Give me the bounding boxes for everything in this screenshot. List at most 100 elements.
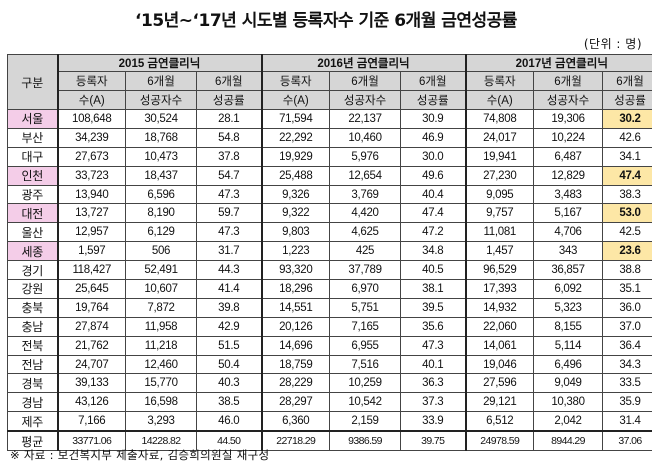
cell-rate-2015: 44.50 xyxy=(195,430,263,452)
cell-successes-2015: 30,524 xyxy=(125,109,197,129)
col-rate-2015: 6개월 xyxy=(195,71,263,91)
cell-successes-2016: 5,751 xyxy=(329,297,402,318)
cell-registrants-2015: 33,723 xyxy=(56,165,126,186)
year-header-2017: 2017년 금연클리닉 xyxy=(464,54,652,72)
cell-successes-2015: 7,872 xyxy=(125,297,197,318)
cell-registrants-2017: 9,095 xyxy=(464,184,535,205)
cell-successes-2015: 11,218 xyxy=(125,335,197,356)
col-registrants-2016: 등록자 xyxy=(260,71,331,91)
cell-successes-2017: 9,049 xyxy=(533,373,604,394)
cell-successes-2015: 8,190 xyxy=(125,203,197,224)
cell-successes-2015: 6,596 xyxy=(125,184,197,205)
cell-rate-2016: 33.9 xyxy=(400,411,467,432)
cell-registrants-2016: 9,803 xyxy=(260,222,331,243)
col-successes-2015-sub: 성공자수 xyxy=(125,90,197,110)
cell-rate-2017: 23.6 xyxy=(602,241,652,262)
col-registrants-2017-sub: 수(A) xyxy=(464,90,535,110)
table-row: 평균 33771.06 14228.82 44.50 22718.29 9386.59 39… xyxy=(7,430,652,452)
table-row: 부산 34,239 18,768 54.8 22,292 10,460 46.9 24,017… xyxy=(7,127,652,148)
region-cell: 경남 xyxy=(7,392,58,413)
cell-successes-2016: 12,654 xyxy=(329,165,402,186)
cell-rate-2015: 47.3 xyxy=(195,184,263,205)
cell-registrants-2017: 22,060 xyxy=(464,316,535,337)
cell-successes-2017: 5,323 xyxy=(533,297,604,318)
cell-registrants-2017: 19,941 xyxy=(464,146,535,167)
col-rate-2016-sub: 성공률 xyxy=(400,90,467,110)
cell-registrants-2016: 9,322 xyxy=(260,203,331,224)
cell-registrants-2017: 27,230 xyxy=(464,165,535,186)
cell-successes-2017: 5,167 xyxy=(533,203,604,224)
cell-registrants-2016: 28,229 xyxy=(260,373,331,394)
cell-registrants-2017: 11,081 xyxy=(464,222,535,243)
cell-rate-2016: 35.6 xyxy=(400,316,467,337)
cell-registrants-2017: 74,808 xyxy=(464,109,535,129)
cell-successes-2017: 10,380 xyxy=(533,392,604,413)
col-successes-2015: 6개월 xyxy=(125,71,197,91)
cell-successes-2017: 10,224 xyxy=(533,127,604,148)
cell-registrants-2016: 19,929 xyxy=(260,146,331,167)
year-header-2016: 2016년 금연클리닉 xyxy=(260,54,467,72)
cell-successes-2015: 3,293 xyxy=(125,411,197,432)
cell-successes-2016: 4,625 xyxy=(329,222,402,243)
cell-registrants-2017: 24,017 xyxy=(464,127,535,148)
region-cell: 충남 xyxy=(7,316,58,337)
cell-rate-2016: 30.0 xyxy=(400,146,467,167)
table-row: 제주 7,166 3,293 46.0 6,360 2,159 33.9 6,512 2,042… xyxy=(7,411,652,432)
cell-rate-2015: 44.3 xyxy=(195,260,263,281)
cell-rate-2017: 47.4 xyxy=(602,165,652,186)
cell-successes-2016: 37,789 xyxy=(329,260,402,281)
cell-registrants-2015: 1,597 xyxy=(56,241,126,262)
cell-rate-2015: 39.8 xyxy=(195,297,263,318)
region-cell: 전북 xyxy=(7,335,58,356)
cell-rate-2015: 42.9 xyxy=(195,316,263,337)
page-title: ‘15년~‘17년 시도별 등록자수 기준 6개월 금연성공률 xyxy=(135,11,517,31)
cell-rate-2015: 54.7 xyxy=(195,165,263,186)
cell-rate-2016: 40.1 xyxy=(400,354,467,375)
cell-registrants-2017: 24978.59 xyxy=(464,430,535,452)
cell-successes-2017: 8,155 xyxy=(533,316,604,337)
cell-registrants-2017: 9,757 xyxy=(464,203,535,224)
col-successes-2016: 6개월 xyxy=(329,71,402,91)
table-row: 대전 13,727 8,190 59.7 9,322 4,420 47.4 9,757 5,16… xyxy=(7,203,652,224)
cell-rate-2017: 35.1 xyxy=(602,279,652,299)
cell-rate-2016: 39.5 xyxy=(400,297,467,318)
cell-successes-2017: 3,483 xyxy=(533,184,604,205)
cell-registrants-2017: 6,512 xyxy=(464,411,535,432)
cell-registrants-2015: 25,645 xyxy=(56,279,126,299)
region-cell: 광주 xyxy=(7,184,58,205)
cell-registrants-2016: 93,320 xyxy=(260,260,331,281)
table-row: 세종 1,597 506 31.7 1,223 425 34.8 1,457 343 23.6 xyxy=(7,241,652,262)
cell-successes-2016: 7,165 xyxy=(329,316,402,337)
cell-rate-2017: 36.0 xyxy=(602,297,652,318)
cell-rate-2015: 31.7 xyxy=(195,241,263,262)
cell-registrants-2015: 24,707 xyxy=(56,354,126,375)
cell-registrants-2016: 6,360 xyxy=(260,411,331,432)
cell-registrants-2015: 27,673 xyxy=(56,146,126,167)
cell-successes-2016: 9386.59 xyxy=(329,430,402,452)
cell-rate-2016: 49.6 xyxy=(400,165,467,186)
cell-registrants-2017: 19,046 xyxy=(464,354,535,375)
cell-registrants-2015: 7,166 xyxy=(56,411,126,432)
cell-rate-2016: 47.3 xyxy=(400,335,467,356)
year-header-2015: 2015 금연클리닉 xyxy=(56,54,263,72)
cell-rate-2017: 42.5 xyxy=(602,222,652,243)
cell-registrants-2015: 12,957 xyxy=(56,222,126,243)
cell-successes-2017: 2,042 xyxy=(533,411,604,432)
cell-successes-2015: 11,958 xyxy=(125,316,197,337)
cell-registrants-2017: 27,596 xyxy=(464,373,535,394)
cell-registrants-2015: 39,133 xyxy=(56,373,126,394)
cell-successes-2017: 6,487 xyxy=(533,146,604,167)
cell-registrants-2016: 25,488 xyxy=(260,165,331,186)
region-cell: 평균 xyxy=(7,430,58,452)
cell-successes-2016: 6,970 xyxy=(329,279,402,299)
table-row: 전북 21,762 11,218 51.5 14,696 6,955 47.3 14,061 5… xyxy=(7,335,652,356)
source-note: ※ 자료 : 보건복지부 제출자료, 김승희의원실 재구성 xyxy=(10,448,270,462)
cell-successes-2016: 6,955 xyxy=(329,335,402,356)
cell-successes-2017: 36,857 xyxy=(533,260,604,281)
cell-successes-2017: 6,496 xyxy=(533,354,604,375)
cell-rate-2017: 38.3 xyxy=(602,184,652,205)
cell-rate-2015: 50.4 xyxy=(195,354,263,375)
cell-successes-2015: 15,770 xyxy=(125,373,197,394)
col-successes-2016-sub: 성공자수 xyxy=(329,90,402,110)
cell-registrants-2015: 118,427 xyxy=(56,260,126,281)
